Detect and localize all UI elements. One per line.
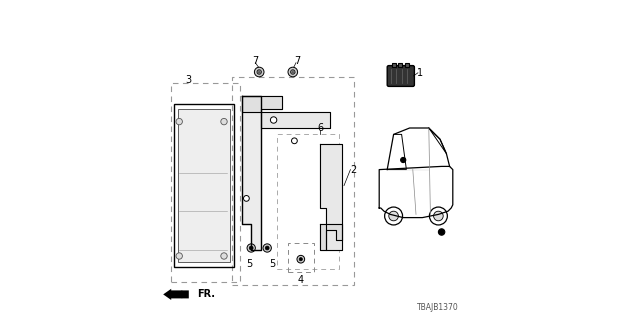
Polygon shape	[380, 166, 453, 218]
Text: 7: 7	[294, 56, 300, 66]
Bar	[277, 134, 339, 269]
Text: 4: 4	[298, 275, 304, 285]
Polygon shape	[261, 112, 330, 128]
Text: 2: 2	[351, 164, 356, 175]
Circle shape	[438, 229, 445, 235]
Circle shape	[429, 207, 447, 225]
Bar	[178, 109, 230, 262]
Text: 7: 7	[252, 56, 259, 66]
Bar	[174, 104, 234, 267]
Circle shape	[297, 255, 305, 263]
Circle shape	[221, 118, 227, 125]
Text: 3: 3	[186, 75, 192, 85]
Circle shape	[292, 138, 297, 144]
Circle shape	[257, 70, 262, 74]
Text: 1: 1	[417, 68, 423, 78]
Polygon shape	[242, 96, 261, 250]
Circle shape	[265, 246, 269, 250]
FancyArrow shape	[163, 289, 189, 300]
Circle shape	[176, 118, 182, 125]
Circle shape	[434, 211, 443, 221]
Text: 6: 6	[317, 123, 323, 133]
Circle shape	[176, 253, 182, 259]
Circle shape	[221, 253, 227, 259]
Circle shape	[263, 244, 271, 252]
Bar	[405, 63, 409, 67]
Circle shape	[385, 207, 403, 225]
Circle shape	[250, 246, 253, 250]
Circle shape	[388, 211, 398, 221]
Bar	[398, 63, 403, 67]
Polygon shape	[242, 96, 282, 112]
Text: TBAJB1370: TBAJB1370	[417, 303, 460, 312]
Polygon shape	[320, 144, 342, 250]
Circle shape	[288, 67, 298, 77]
Circle shape	[291, 70, 295, 74]
Polygon shape	[320, 224, 342, 250]
Circle shape	[243, 196, 250, 201]
Circle shape	[247, 244, 255, 252]
Bar	[172, 83, 240, 282]
Circle shape	[254, 67, 264, 77]
Bar	[392, 63, 396, 67]
Circle shape	[271, 117, 277, 123]
Circle shape	[300, 258, 303, 261]
Bar	[232, 77, 354, 285]
Bar	[288, 243, 314, 272]
Circle shape	[401, 157, 406, 163]
Text: 5: 5	[246, 259, 253, 269]
Text: 5: 5	[269, 259, 275, 269]
Text: FR.: FR.	[197, 289, 215, 300]
FancyBboxPatch shape	[387, 66, 415, 86]
